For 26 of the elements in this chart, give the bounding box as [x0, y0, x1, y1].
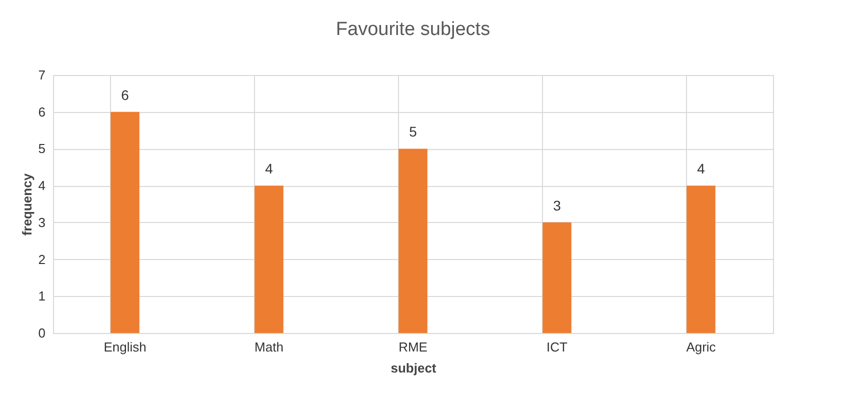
y-tick-label: 5 [38, 141, 46, 156]
data-label: 5 [409, 124, 418, 140]
y-tick-label: 1 [38, 288, 46, 304]
chart-title: Favourite subjects [336, 19, 490, 40]
bar [542, 222, 572, 333]
x-tick-label: English [104, 340, 146, 354]
bar [398, 148, 428, 333]
y-tick-label: 0 [38, 326, 46, 340]
x-tick-label: RME [398, 340, 428, 354]
data-label: 3 [553, 197, 562, 214]
data-label: 4 [697, 160, 706, 177]
y-tick-label: 3 [38, 214, 46, 230]
data-label: 4 [265, 160, 274, 177]
y-axis-title: frequency [19, 172, 34, 236]
bar [110, 112, 140, 333]
bar [686, 186, 716, 333]
x-tick-label: ICT [546, 340, 568, 354]
x-tick-label: Math [254, 340, 284, 354]
x-axis-title: subject [390, 360, 437, 376]
y-tick-label: 2 [38, 252, 46, 267]
data-label: 6 [121, 86, 130, 103]
y-tick-label: 6 [38, 104, 46, 120]
bar [254, 186, 284, 333]
x-tick-label: Agric [686, 340, 716, 354]
y-tick-label: 4 [38, 178, 46, 194]
y-tick-label: 7 [38, 68, 46, 82]
